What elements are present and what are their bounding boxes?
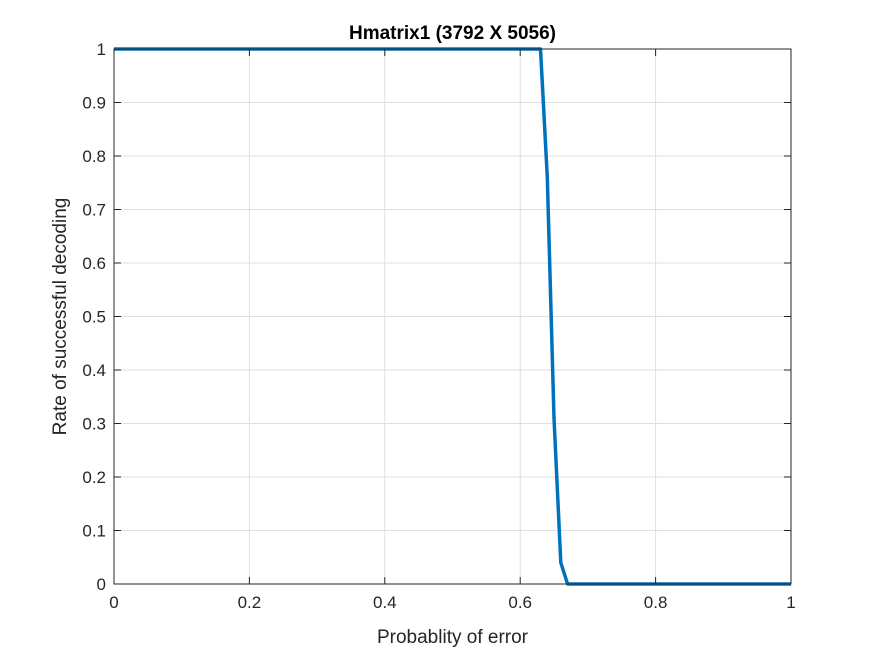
y-tick-label: 0.7 — [82, 201, 106, 220]
x-tick-label: 0 — [109, 593, 118, 612]
x-tick-label: 0.4 — [373, 593, 397, 612]
y-tick-label: 0.1 — [82, 522, 106, 541]
x-tick-label: 0.6 — [508, 593, 532, 612]
x-tick-label: 1 — [786, 593, 795, 612]
y-tick-label: 0.6 — [82, 254, 106, 273]
y-tick-label: 0.5 — [82, 308, 106, 327]
x-tick-label: 0.2 — [238, 593, 262, 612]
chart-title: Hmatrix1 (3792 X 5056) — [349, 23, 556, 44]
y-tick-label: 0.3 — [82, 415, 106, 434]
x-tick-label: 0.8 — [644, 593, 668, 612]
axis-ticks: 0 0.2 0.4 0.6 0.8 1 0 0.1 0.2 0.3 0.4 0.5 0.6 0.7 0.8 0… — [82, 40, 795, 612]
y-tick-label: 1 — [97, 40, 106, 59]
y-tick-label: 0.8 — [82, 147, 106, 166]
y-tick-label: 0.9 — [82, 94, 106, 113]
y-tick-label: 0.4 — [82, 361, 106, 380]
y-tick-label: 0 — [97, 575, 106, 594]
y-tick-label: 0.2 — [82, 468, 106, 487]
y-axis-label: Rate of successful decoding — [50, 198, 71, 436]
x-axis-label: Probablity of error — [377, 627, 529, 648]
